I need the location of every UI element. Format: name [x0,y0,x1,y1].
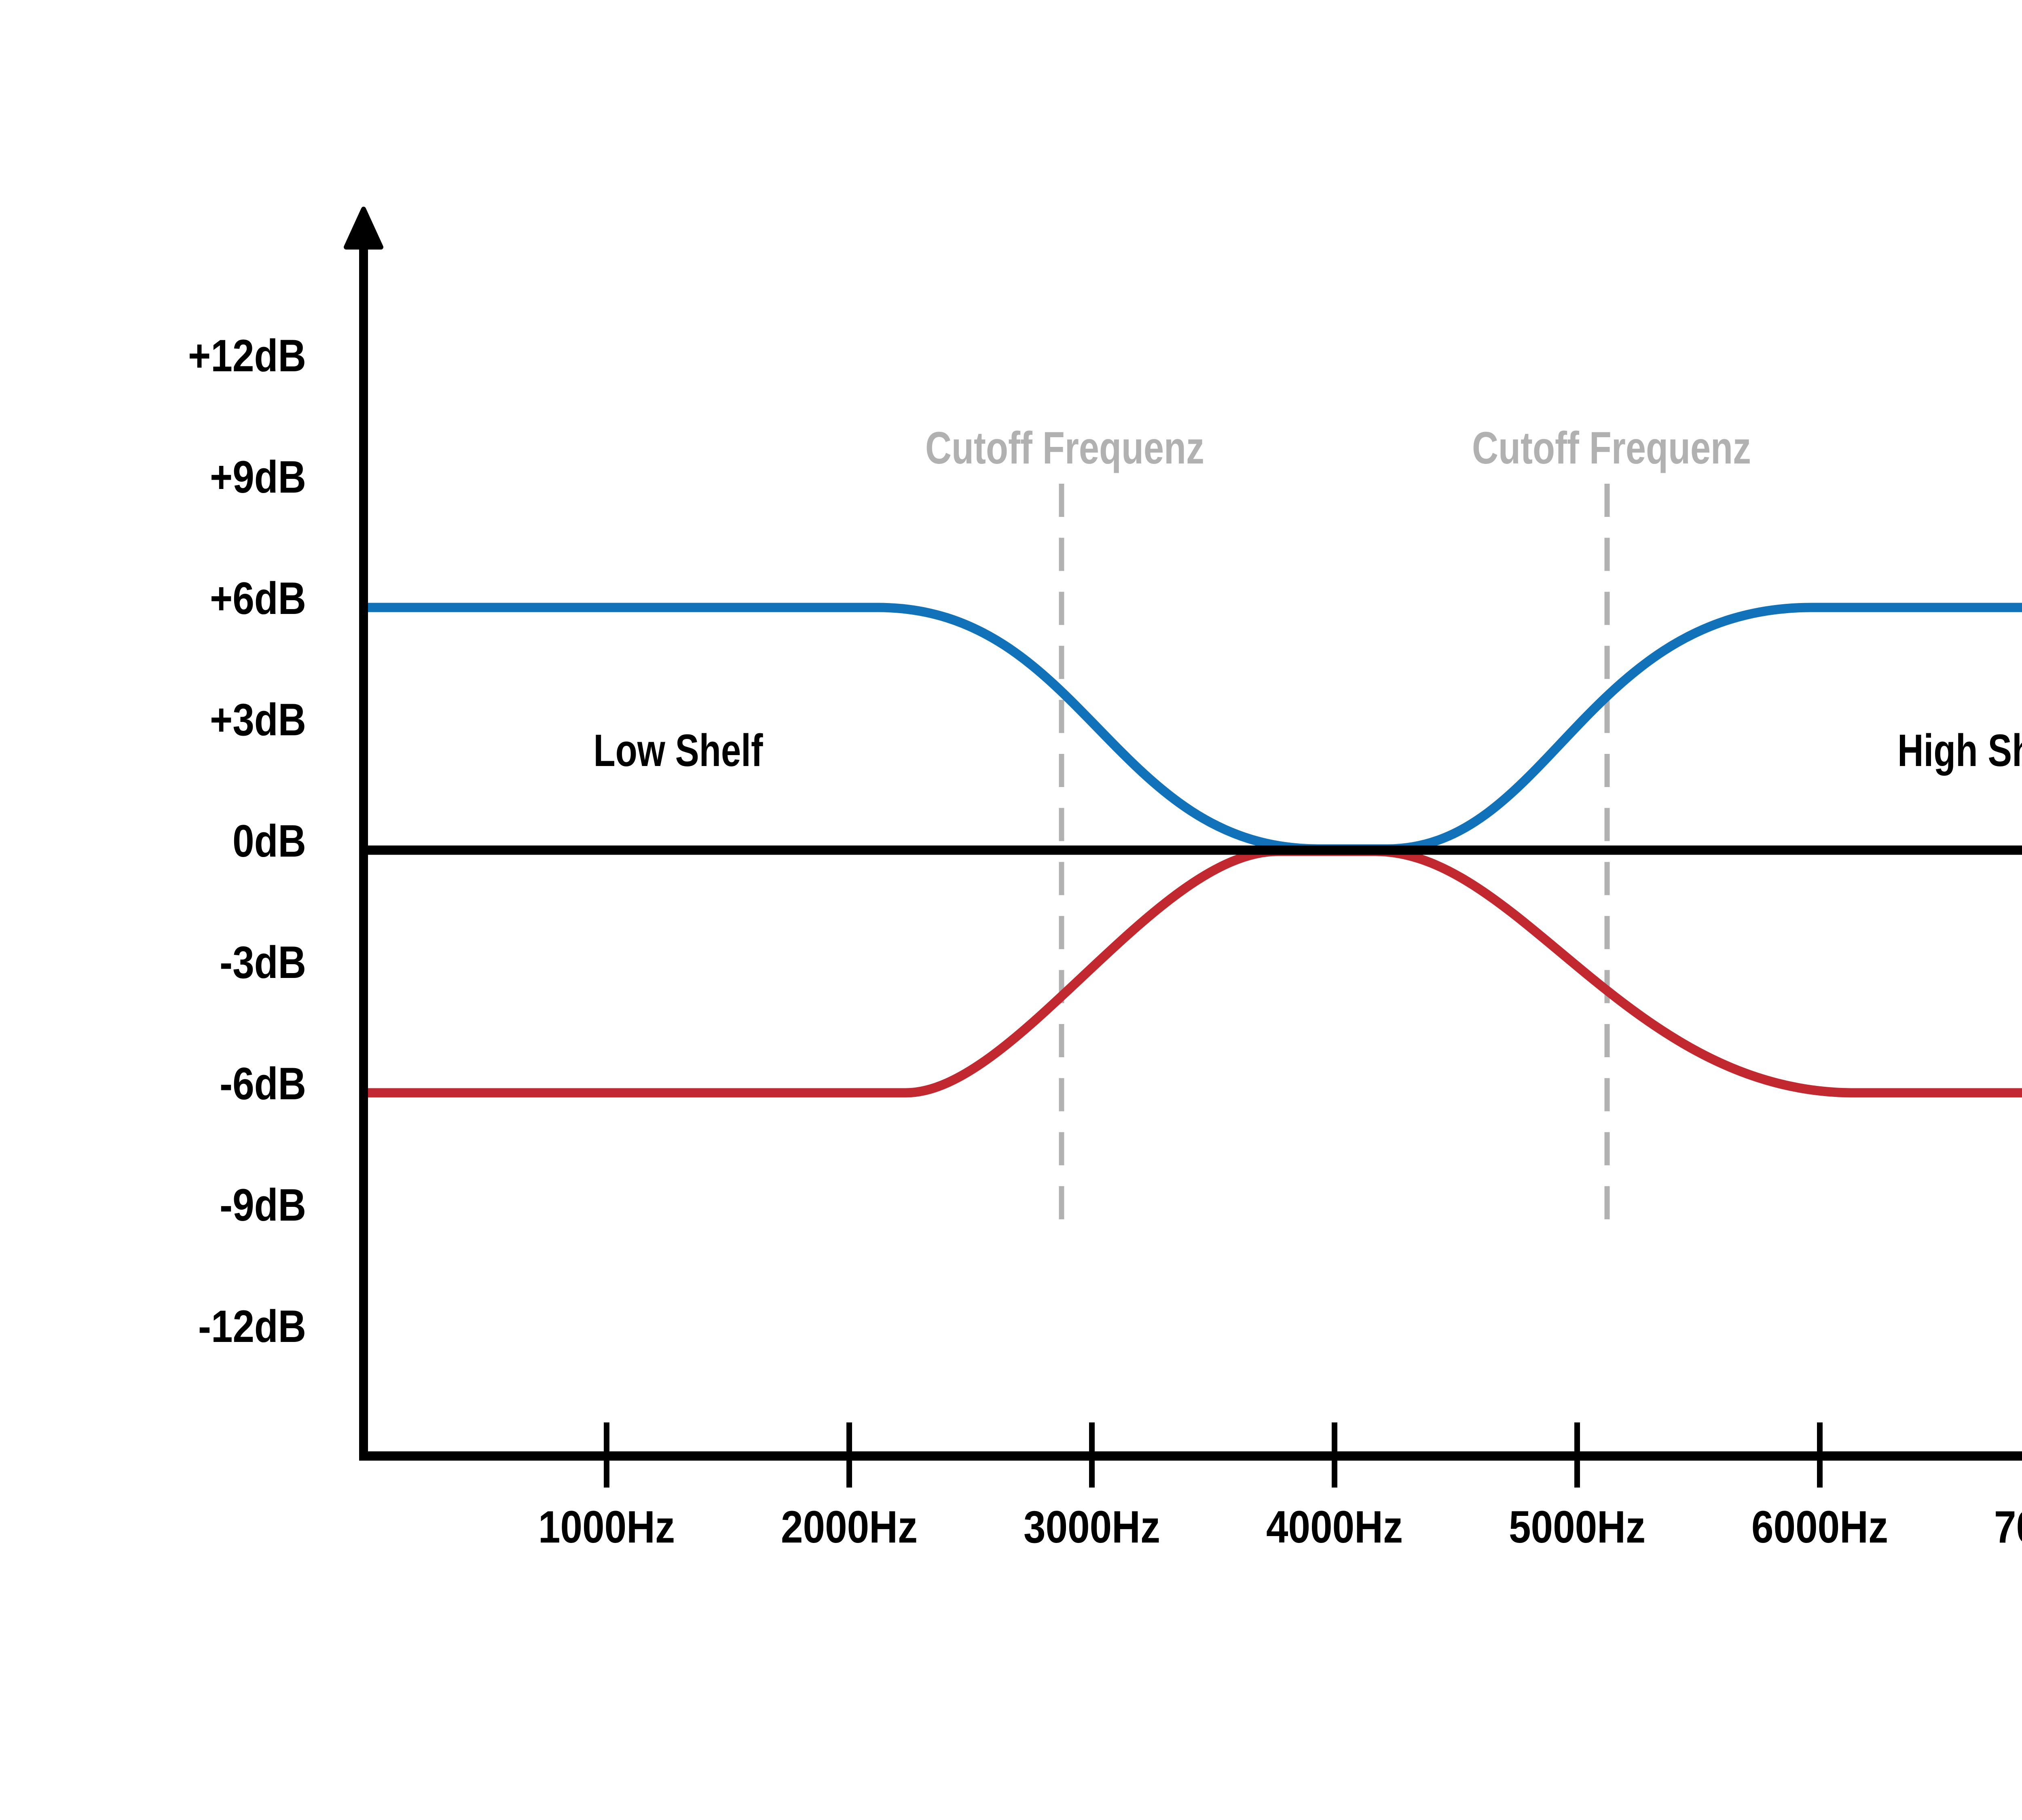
svg-text:+9dB: +9dB [210,452,306,502]
svg-text:7000Hz: 7000Hz [1994,1502,2022,1552]
svg-text:3000Hz: 3000Hz [1024,1502,1160,1552]
svg-text:+12dB: +12dB [188,330,306,381]
svg-text:Cutoff Frequenz: Cutoff Frequenz [925,423,1204,473]
svg-text:0dB: 0dB [233,816,306,866]
svg-text:4000Hz: 4000Hz [1266,1502,1403,1552]
svg-text:-3dB: -3dB [220,937,306,988]
svg-text:-12dB: -12dB [198,1301,306,1352]
svg-text:5000Hz: 5000Hz [1509,1502,1646,1552]
svg-text:1000Hz: 1000Hz [538,1502,675,1552]
svg-text:2000Hz: 2000Hz [781,1502,918,1552]
svg-text:-6dB: -6dB [220,1058,306,1109]
svg-text:-9dB: -9dB [220,1180,306,1230]
svg-text:Cutoff Frequenz: Cutoff Frequenz [1472,423,1751,473]
svg-text:High Shelf: High Shelf [1897,725,2022,776]
svg-text:+6dB: +6dB [210,573,306,624]
svg-text:Low Shelf: Low Shelf [594,725,764,776]
svg-text:+3dB: +3dB [210,694,306,745]
svg-text:6000Hz: 6000Hz [1751,1502,1888,1552]
